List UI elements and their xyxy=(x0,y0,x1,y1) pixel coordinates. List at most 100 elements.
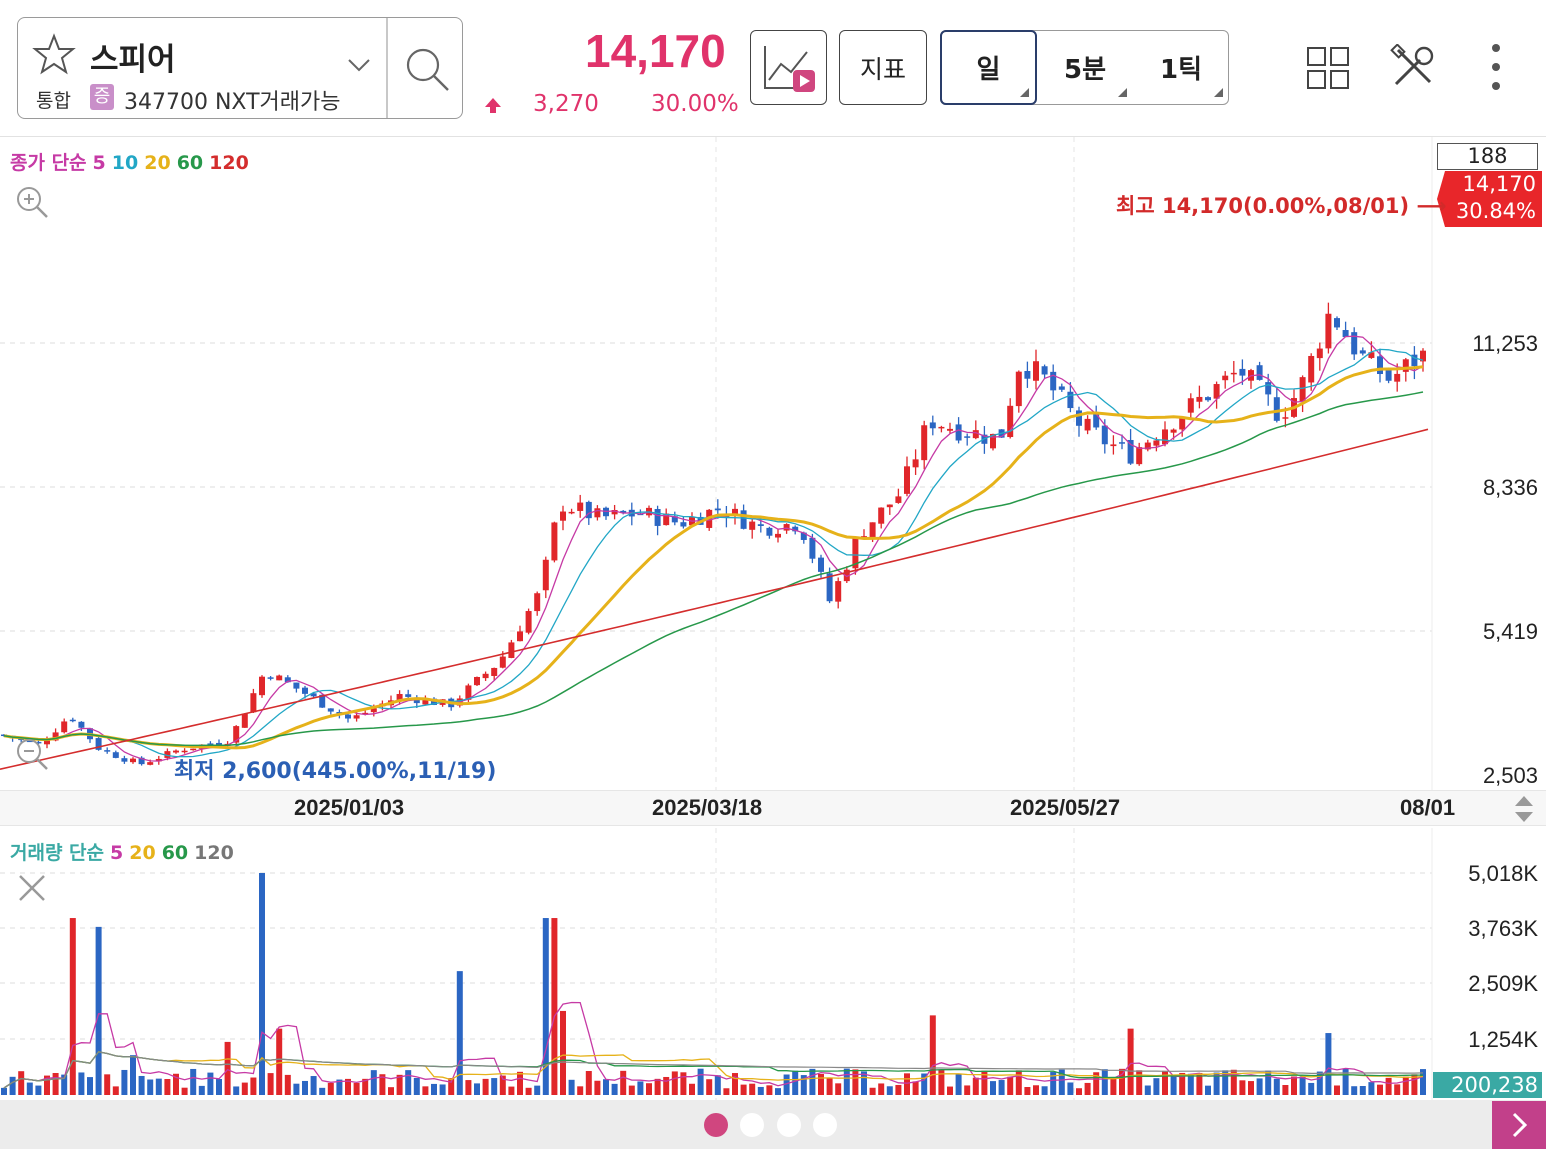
volume-bar xyxy=(448,1078,455,1095)
up-arrow-icon xyxy=(485,98,501,113)
candle-body xyxy=(155,758,162,762)
ma10-line xyxy=(3,348,1424,758)
volume-bar xyxy=(207,1072,214,1095)
volume-bar xyxy=(26,1082,33,1095)
volume-bar xyxy=(190,1068,197,1095)
x-tick-label: 2025/05/27 xyxy=(1010,795,1121,820)
volume-bar xyxy=(568,1079,575,1095)
volume-bar xyxy=(585,1070,592,1095)
candle-body xyxy=(611,509,618,515)
candle-body xyxy=(835,581,842,602)
min-price-annotation: 최저 2,600(445.00%,11/19) xyxy=(174,759,497,784)
volume-bar xyxy=(52,1072,59,1095)
period-tick-button[interactable]: 1틱 xyxy=(1133,31,1229,103)
volume-bar xyxy=(474,1083,480,1095)
volume-bar xyxy=(198,1085,205,1095)
more-icon[interactable] xyxy=(1484,42,1508,92)
volume-bar xyxy=(1282,1084,1289,1095)
period-5min-button[interactable]: 5분 xyxy=(1037,31,1133,103)
updown-arrow-icon[interactable] xyxy=(1512,793,1536,825)
vol-y-tick-label: 5,018K xyxy=(1468,861,1538,886)
volume-bar xyxy=(551,918,558,1095)
candle-body xyxy=(1368,352,1375,358)
volume-bar xyxy=(319,1087,326,1095)
candle-body xyxy=(190,748,197,751)
volume-bar xyxy=(267,1073,274,1095)
candle-body xyxy=(1093,414,1100,428)
volume-bar xyxy=(121,1069,128,1095)
volume-bar xyxy=(1342,1069,1349,1095)
volume-bar xyxy=(620,1070,627,1095)
vol-legend-ma20: 20 xyxy=(129,842,156,864)
candle-body xyxy=(577,502,584,511)
volume-bar xyxy=(1230,1069,1237,1095)
volume-chart[interactable] xyxy=(0,828,1546,1100)
indicator-button[interactable]: 지표 xyxy=(839,30,927,105)
candle-body xyxy=(766,527,773,536)
candle-body xyxy=(95,738,102,750)
volume-bar xyxy=(689,1083,695,1095)
close-icon[interactable] xyxy=(16,872,48,904)
volume-bar xyxy=(861,1071,867,1095)
market-tag: 통합 xyxy=(36,90,71,112)
volume-bar xyxy=(284,1074,291,1095)
page-dot[interactable] xyxy=(704,1113,728,1137)
page-dot[interactable] xyxy=(740,1113,764,1137)
volume-bar xyxy=(1308,1082,1315,1095)
candle-body xyxy=(947,428,953,431)
price-chart[interactable] xyxy=(0,0,1546,790)
volume-bar xyxy=(499,1075,506,1095)
candle-body xyxy=(1007,405,1014,438)
volume-bar xyxy=(783,1074,790,1095)
candle-body xyxy=(431,698,437,705)
x-tick-label: 2025/01/03 xyxy=(294,795,405,820)
candle-body xyxy=(1394,373,1401,382)
next-page-button[interactable] xyxy=(1492,1101,1546,1149)
zoom-out-icon[interactable] xyxy=(14,736,50,772)
page-dot[interactable] xyxy=(777,1113,801,1137)
candle-body xyxy=(1299,377,1306,402)
candle-body xyxy=(112,752,119,758)
period-tick-label: 1틱 xyxy=(1159,54,1202,85)
x-tick-label: 2025/03/18 xyxy=(652,795,763,820)
chart-play-button[interactable] xyxy=(750,30,827,105)
chevron-down-icon[interactable] xyxy=(346,56,372,74)
current-price: 14,170 xyxy=(585,25,726,77)
stock-selector[interactable]: 스피어 통합 증 347700 NXT거래가능 xyxy=(17,17,463,119)
ma120-line xyxy=(0,428,1429,770)
volume-bar xyxy=(646,1083,652,1095)
candle-body xyxy=(714,508,721,511)
x-axis[interactable] xyxy=(0,790,1546,826)
star-icon[interactable] xyxy=(32,32,76,76)
candle-body xyxy=(319,694,326,708)
period-day-button[interactable]: 일 xyxy=(940,30,1037,105)
candle-body xyxy=(1265,382,1272,395)
volume-bar xyxy=(611,1083,618,1095)
volume-bar xyxy=(1420,1069,1426,1095)
candle-body xyxy=(181,750,188,753)
grid-icon[interactable] xyxy=(1306,46,1350,90)
period-5min-label: 5분 xyxy=(1063,54,1106,85)
candle-body xyxy=(783,524,790,531)
volume-bar xyxy=(302,1080,308,1095)
candle-body xyxy=(138,757,145,765)
vol-ma20-line xyxy=(3,1051,1424,1089)
volume-bar xyxy=(1351,1086,1358,1095)
candle-body xyxy=(818,557,824,572)
page-dot[interactable] xyxy=(813,1113,837,1137)
stock-name[interactable]: 스피어 xyxy=(90,42,176,78)
ma5-line xyxy=(3,335,1424,762)
legend-ma10: 10 xyxy=(111,152,139,174)
search-icon[interactable] xyxy=(402,44,454,96)
candle-body xyxy=(938,426,945,429)
volume-bar xyxy=(947,1086,953,1095)
tools-icon[interactable] xyxy=(1390,44,1436,90)
volume-bar xyxy=(155,1078,162,1095)
vol-legend-ma120: 120 xyxy=(194,842,234,864)
candle-body xyxy=(1170,429,1177,433)
volume-bar xyxy=(895,1084,902,1095)
zoom-in-icon[interactable] xyxy=(14,184,50,220)
volume-bar xyxy=(1265,1070,1272,1095)
volume-bar xyxy=(1291,1076,1297,1095)
volume-bar xyxy=(904,1073,910,1095)
